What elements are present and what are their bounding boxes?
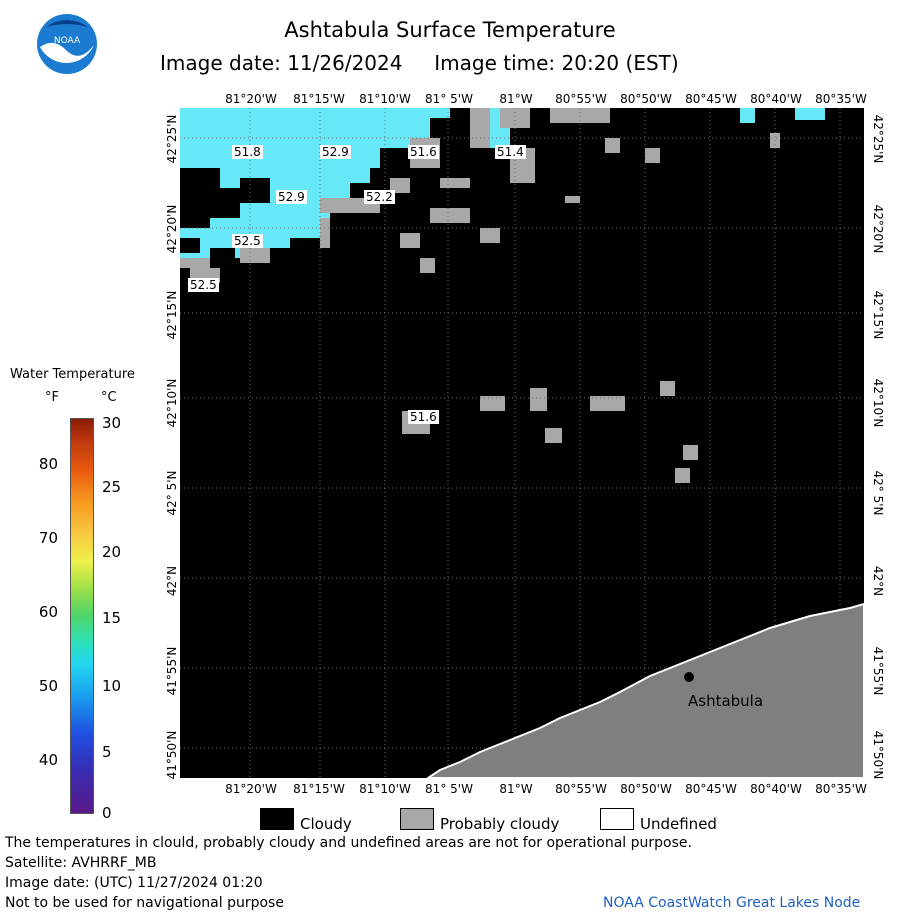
footer-credit: NOAA CoastWatch Great Lakes Node (603, 895, 861, 911)
cloudy-label: Cloudy (300, 815, 352, 833)
temperature-label: 51.6 (408, 145, 439, 159)
lon-label-top: 81°20'W (225, 92, 277, 106)
f-tick: 80 (38, 455, 58, 473)
lon-label-top: 80°35'W (815, 92, 867, 106)
lat-label-left: 42°20'N (165, 204, 179, 254)
lat-label-right: 42°10'N (871, 378, 885, 428)
lon-label-top: 80°45'W (685, 92, 737, 106)
temperature-label: 52.9 (320, 145, 351, 159)
lat-label-right: 41°55'N (871, 646, 885, 696)
city-label: Ashtabula (688, 692, 764, 710)
lat-label-left: 42°25'N (165, 114, 179, 164)
lat-label-left: 42° 5'N (165, 470, 179, 516)
c-tick: 10 (102, 677, 122, 695)
city-marker (684, 672, 694, 682)
lon-label-bottom: 80°40'W (750, 782, 802, 796)
lat-label-right: 42°15'N (871, 290, 885, 340)
c-tick: 0 (102, 804, 112, 822)
legend-unit-c: °C (101, 390, 117, 405)
temperature-label: 52.9 (276, 190, 307, 204)
temperature-label: 51.6 (408, 410, 439, 424)
temperature-label: 52.2 (364, 190, 395, 204)
lon-label-bottom: 81°10'W (359, 782, 411, 796)
temperature-label: 52.5 (232, 234, 263, 248)
f-tick: 40 (38, 751, 58, 769)
lon-label-bottom: 81°15'W (293, 782, 345, 796)
lat-label-right: 42° 5'N (871, 470, 885, 516)
legend-title: Water Temperature (10, 367, 135, 382)
c-tick: 5 (102, 743, 112, 761)
undefined-swatch (600, 808, 634, 830)
footer-satellite: Satellite: AVHRRF_MB (5, 855, 157, 871)
lon-label-bottom: 81°W (499, 782, 533, 796)
footer-note: The temperatures in clould, probably clo… (5, 835, 692, 851)
undefined-label: Undefined (640, 815, 717, 833)
temperature-map (180, 108, 864, 778)
lat-label-left: 42°10'N (165, 378, 179, 428)
land-area (426, 602, 864, 778)
lon-label-bottom: 80°45'W (685, 782, 737, 796)
lon-label-bottom: 81°20'W (225, 782, 277, 796)
lon-label-bottom: 81° 5'W (425, 782, 473, 796)
f-tick: 70 (38, 529, 58, 547)
lon-label-bottom: 80°50'W (620, 782, 672, 796)
probably-cloudy-label: Probably cloudy (440, 815, 560, 833)
temperature-colorbar (70, 418, 94, 814)
lon-label-top: 81°15'W (293, 92, 345, 106)
lon-label-top: 81° 5'W (425, 92, 473, 106)
lon-label-top: 81°10'W (359, 92, 411, 106)
lon-label-top: 80°50'W (620, 92, 672, 106)
lat-label-right: 42°25'N (871, 114, 885, 164)
f-tick: 60 (38, 603, 58, 621)
noaa-logo-icon: NOAA (36, 13, 98, 75)
lat-label-right: 42°N (871, 565, 885, 597)
svg-text:NOAA: NOAA (54, 36, 81, 46)
f-tick: 50 (38, 677, 58, 695)
c-tick: 25 (102, 478, 122, 496)
lat-label-right: 41°50'N (871, 730, 885, 780)
c-tick: 30 (102, 414, 122, 432)
temperature-label: 51.8 (232, 145, 263, 159)
lon-label-bottom: 80°35'W (815, 782, 867, 796)
cloudy-swatch (260, 808, 294, 830)
image-date-time: Image date: 11/26/2024 Image time: 20:20… (160, 51, 679, 75)
temperature-label: 52.5 (188, 278, 219, 292)
probably-cloudy-swatch (400, 808, 434, 830)
temperature-label: 51.4 (495, 145, 526, 159)
c-tick: 20 (102, 543, 122, 561)
page-title: Ashtabula Surface Temperature (284, 18, 616, 42)
footer-utc-date: Image date: (UTC) 11/27/2024 01:20 (5, 875, 263, 891)
c-tick: 15 (102, 609, 122, 627)
lat-label-left: 41°55'N (165, 646, 179, 696)
lat-label-left: 42°15'N (165, 290, 179, 340)
lat-label-left: 42°N (165, 565, 179, 597)
footer-disclaimer: Not to be used for navigational purpose (5, 895, 284, 911)
lat-label-right: 42°20'N (871, 204, 885, 254)
lon-label-top: 80°40'W (750, 92, 802, 106)
lon-label-bottom: 80°55'W (555, 782, 607, 796)
lon-label-top: 81°W (499, 92, 533, 106)
lon-label-top: 80°55'W (555, 92, 607, 106)
legend-unit-f: °F (45, 390, 59, 405)
lat-label-left: 41°50'N (165, 730, 179, 780)
